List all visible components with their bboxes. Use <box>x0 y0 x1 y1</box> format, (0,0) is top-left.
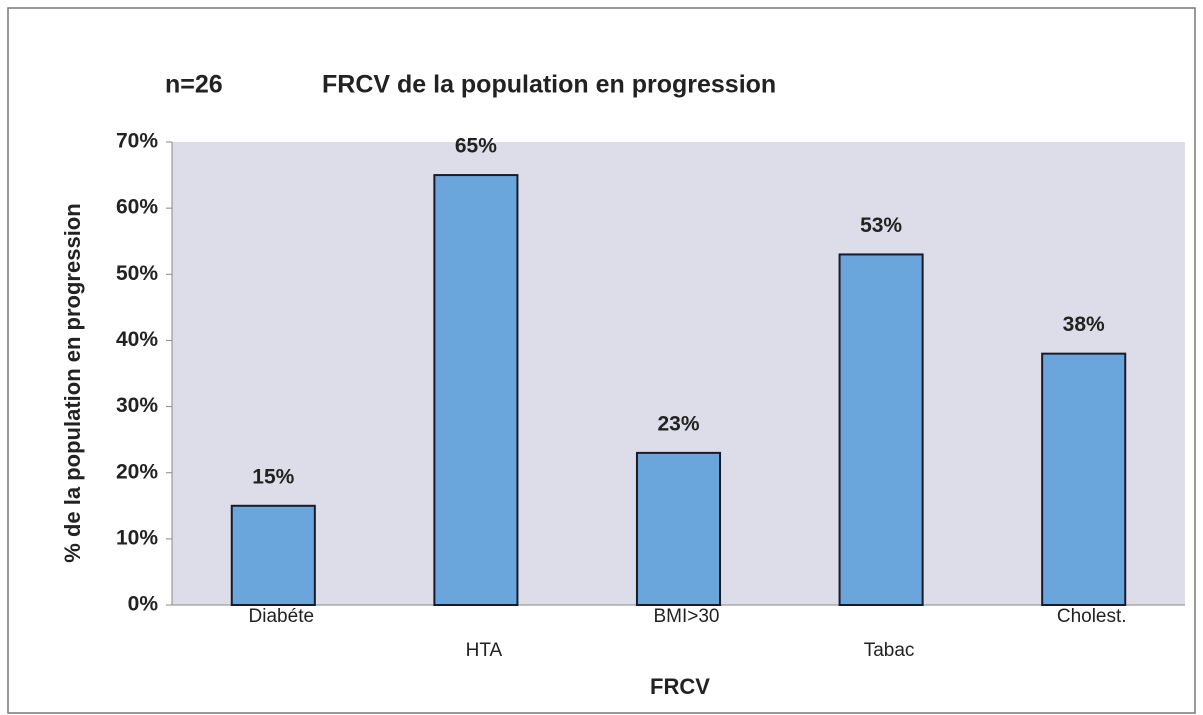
y-axis-label: % de la population en progression <box>60 203 85 562</box>
y-tick-label: 70% <box>116 130 158 153</box>
value-label: 38% <box>1063 313 1105 336</box>
value-label: 23% <box>657 412 699 435</box>
value-label: 53% <box>860 214 902 237</box>
value-label: 65% <box>455 135 497 158</box>
x-tick-label: Cholest. <box>1057 606 1127 627</box>
y-tick-label: 50% <box>116 262 158 285</box>
bar <box>635 451 722 606</box>
y-tick-label: 30% <box>116 394 158 417</box>
chart-subtitle: n=26 <box>165 71 223 99</box>
bar <box>433 174 519 606</box>
bar <box>230 504 316 606</box>
x-tick-label: Tabac <box>864 640 915 661</box>
x-tick-label: Diabéte <box>249 606 315 627</box>
y-tick-label: 0% <box>128 593 159 616</box>
x-tick-label: HTA <box>466 640 503 661</box>
value-label: 15% <box>252 465 294 488</box>
x-axis-label: FRCV <box>650 674 710 699</box>
y-tick-label: 40% <box>116 328 158 351</box>
y-tick-label: 60% <box>116 196 158 219</box>
bar <box>1041 352 1127 606</box>
bar <box>838 253 924 606</box>
chart-title: FRCV de la population en progression <box>322 71 776 99</box>
y-tick-label: 20% <box>116 460 158 483</box>
y-tick-label: 10% <box>116 526 158 549</box>
x-tick-label: BMI>30 <box>653 606 719 627</box>
